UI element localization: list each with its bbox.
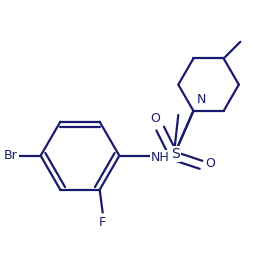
Text: Br: Br [4, 149, 18, 162]
Text: F: F [99, 216, 106, 229]
Text: N: N [197, 93, 206, 106]
Text: O: O [205, 157, 215, 170]
Text: S: S [171, 147, 180, 161]
Text: O: O [151, 112, 161, 125]
Text: NH: NH [151, 151, 170, 164]
